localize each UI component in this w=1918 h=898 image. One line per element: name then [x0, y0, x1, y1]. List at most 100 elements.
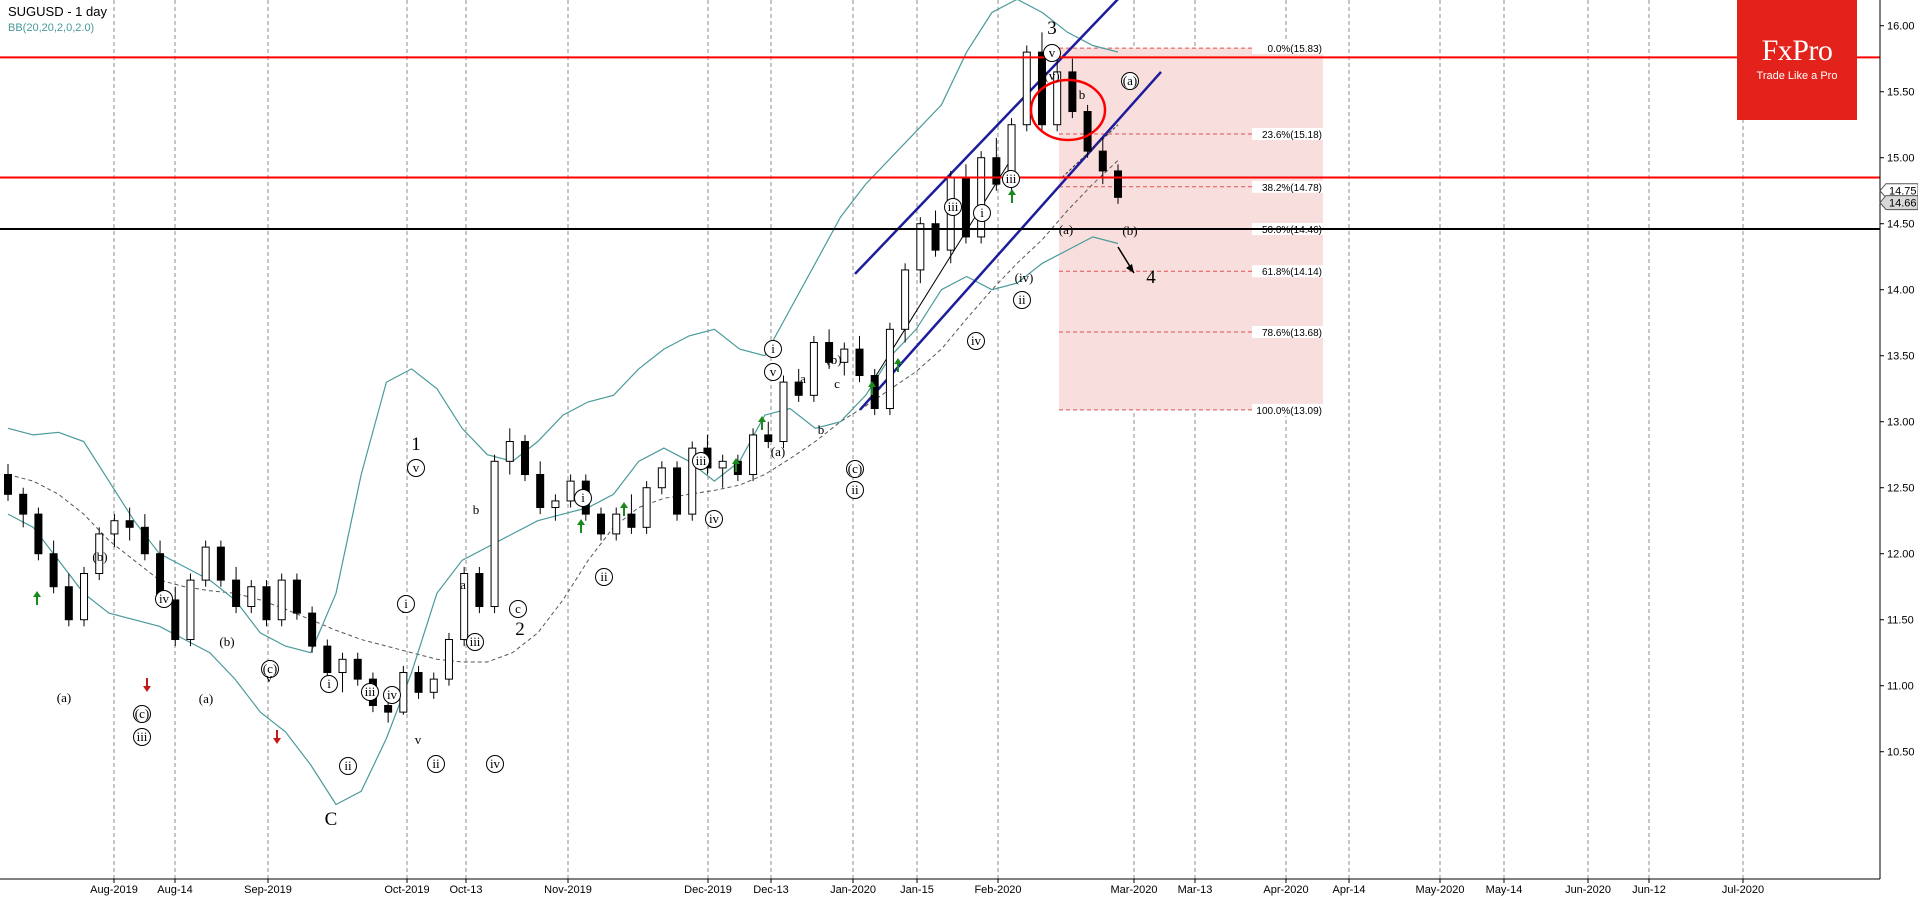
fib-label-bg [1252, 403, 1324, 416]
candle [916, 217, 925, 284]
wave-label-text: (v) [1044, 68, 1059, 83]
candle [779, 375, 788, 449]
candle-body [4, 474, 12, 495]
wave-label: iii [466, 633, 484, 651]
candle [140, 514, 149, 561]
wave-label: (c) [846, 460, 864, 478]
candle-body [551, 500, 560, 509]
candle-body [353, 658, 362, 680]
candle-body [49, 553, 58, 588]
candle-body [308, 612, 317, 647]
wave-label: (v) [1044, 68, 1059, 83]
wave-label: v [266, 670, 273, 685]
candle-body [1098, 150, 1107, 172]
x-tick-label: Jun-2020 [1565, 884, 1611, 896]
wave-label: iv [967, 332, 985, 350]
candle [1022, 45, 1031, 132]
candle-body [520, 441, 529, 476]
candle-body [323, 645, 332, 674]
wave-label: (a) [1059, 222, 1073, 237]
candle-body [429, 678, 438, 693]
wave-label-text: v [266, 670, 273, 685]
wave-label-circle [944, 198, 962, 216]
candle-body [612, 513, 621, 535]
bb-middle-line [7, 160, 1119, 663]
candle [1083, 104, 1092, 158]
x-tick-label: May-14 [1486, 884, 1523, 896]
wave-label: 1 [411, 434, 421, 455]
candle [186, 573, 195, 647]
fib-level-label: 38.2%(14.78) [1262, 183, 1322, 194]
wave-label-text: b [818, 422, 825, 437]
candle-body [901, 269, 910, 330]
candle [338, 652, 347, 693]
wave-label-text: iii [137, 729, 148, 744]
wave-label-circle [397, 595, 415, 613]
x-tick-label: Oct-13 [449, 884, 482, 896]
arrow-head [1126, 264, 1134, 273]
wave-label-text: C [325, 809, 338, 830]
wave-label-text: v [413, 460, 420, 475]
wave-label: (b) [826, 352, 841, 367]
horizontal-levels [0, 56, 1880, 230]
fib-level-label: 23.6%(15.18) [1262, 130, 1322, 141]
candle [80, 566, 89, 627]
wave-label: v [407, 459, 425, 477]
candle [657, 461, 666, 495]
wave-label-circle [764, 363, 782, 381]
y-tick-label: 14.00 [1887, 285, 1915, 297]
wave-label: (b) [219, 634, 234, 649]
candle [323, 639, 332, 680]
candle-body [809, 342, 818, 396]
wave-label-circle [705, 510, 723, 528]
candlesticks [4, 32, 1122, 723]
wave-label: c [834, 376, 840, 391]
wave-label-circle [1043, 44, 1061, 62]
wave-label-text: (c) [135, 706, 149, 721]
fib-level-label: 50.0%(14.46) [1262, 225, 1322, 236]
candle-body [201, 546, 210, 581]
y-tick-label: 11.50 [1887, 615, 1914, 627]
candle-body [277, 579, 286, 621]
wave-label-circle [383, 686, 401, 704]
candle-body [764, 434, 773, 443]
candle [19, 487, 28, 528]
wave-label-text: iii [365, 684, 376, 699]
wave-label-text: iv [971, 333, 982, 348]
signal-head [732, 458, 740, 464]
wave-label-text: v [1049, 45, 1056, 60]
candle [718, 454, 727, 488]
wave-label-text: 4 [1146, 267, 1156, 288]
signal-head [868, 381, 876, 387]
candle [34, 507, 43, 561]
top-highlight-circle [1029, 78, 1107, 142]
buy-signal-icon [577, 519, 585, 533]
candle-body [475, 573, 484, 608]
wave-label-circle [595, 568, 613, 586]
wave-label: (c) [261, 660, 279, 678]
buy-signal-icon [894, 358, 902, 372]
candle [171, 586, 180, 647]
signal-head [33, 591, 41, 597]
candle-body [840, 348, 849, 363]
wave-label-text: v [770, 364, 777, 379]
wave-label-text: iv [490, 756, 501, 771]
bb-lower-band [7, 236, 1119, 806]
trend-channel [854, 0, 1162, 411]
x-tick-label: Aug-2019 [90, 884, 138, 896]
wave-label: (iv) [1015, 270, 1034, 285]
fib-level-label: 0.0%(15.83) [1268, 44, 1322, 55]
wave-label-circle [133, 705, 151, 723]
bb-upper-band [7, 0, 1119, 654]
wave-label-text: (a) [199, 691, 213, 706]
candle-body [110, 520, 119, 535]
candle [1053, 52, 1062, 132]
candle [505, 428, 514, 475]
candle-body [444, 639, 453, 680]
y-tick-label: 15.00 [1887, 153, 1915, 165]
wave-label-circle [509, 600, 527, 618]
fib-label-bg [1252, 42, 1324, 55]
candle [825, 329, 834, 369]
